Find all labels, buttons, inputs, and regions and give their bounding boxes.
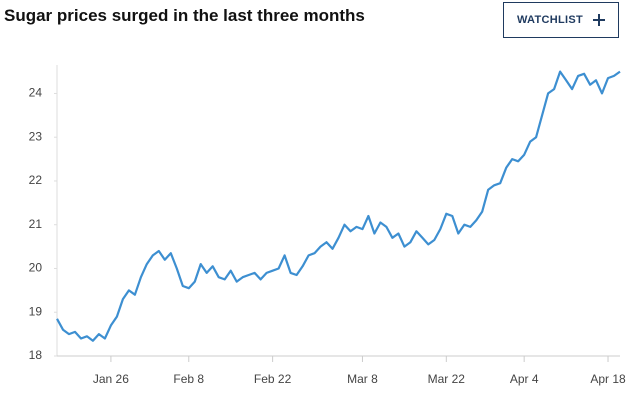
y-tick-label: 24: [29, 86, 43, 100]
x-tick-label: Feb 22: [254, 372, 292, 386]
price-line: [56, 70, 621, 342]
x-tick-label: Mar 8: [347, 372, 378, 386]
x-tick-label: Feb 8: [173, 372, 204, 386]
x-tick-label: Apr 18: [590, 372, 626, 386]
x-tick-label: Jan 26: [93, 372, 129, 386]
y-tick-label: 20: [29, 261, 43, 275]
y-tick-label: 23: [29, 129, 43, 143]
x-tick-label: Mar 22: [428, 372, 466, 386]
y-tick-label: 22: [29, 173, 43, 187]
title: Sugar prices surged in the last three mo…: [4, 6, 365, 25]
watchlist-button[interactable]: WATCHLIST: [503, 2, 619, 38]
x-tick-label: Apr 4: [510, 372, 539, 386]
y-tick-label: 21: [29, 217, 43, 231]
y-tick-label: 18: [29, 348, 43, 362]
button-label: WATCHLIST: [516, 14, 584, 26]
plus-icon: [593, 14, 606, 26]
y-tick-label: 19: [29, 304, 43, 318]
